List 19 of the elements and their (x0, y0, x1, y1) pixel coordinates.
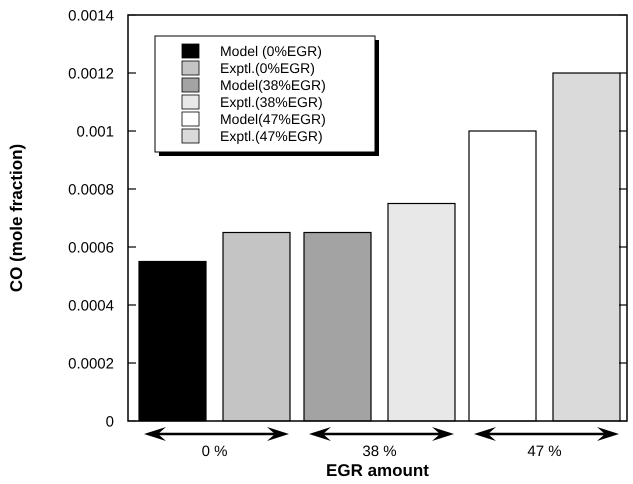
y-tick-label: 0.0008 (68, 181, 114, 198)
legend-label: Exptl.(47%EGR) (220, 128, 323, 144)
legend-label: Model (0%EGR) (220, 42, 322, 59)
y-tick-label: 0.0012 (68, 65, 114, 82)
y-tick-label: 0.0002 (68, 355, 114, 372)
y-axis-title: CO (mole fraction) (7, 144, 26, 292)
x-tick-label: 0 % (202, 443, 228, 460)
y-tick-label: 0.001 (76, 123, 114, 140)
legend-label: Model(47%EGR) (220, 110, 326, 127)
x-tick-label: 38 % (362, 443, 397, 460)
x-axis-title: EGR amount (326, 461, 430, 480)
y-tick-label: 0 (106, 413, 114, 430)
y-tick-label: 0.0006 (68, 239, 114, 256)
y-tick-label: 0.0004 (68, 297, 114, 314)
legend-label: Model(38%EGR) (220, 76, 326, 93)
x-tick-label: 47 % (527, 443, 562, 460)
y-tick-label: 0.0014 (68, 7, 114, 24)
legend-label: Exptl.(38%EGR) (220, 94, 323, 110)
legend-label: Exptl.(0%EGR) (220, 60, 315, 76)
